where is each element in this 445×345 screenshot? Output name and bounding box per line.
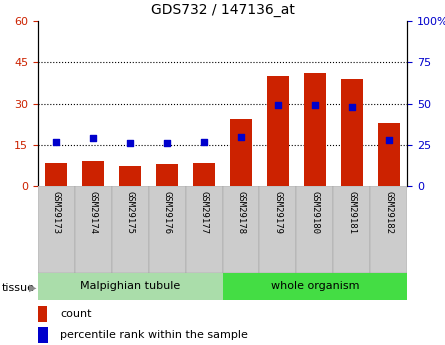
Bar	[230, 119, 252, 186]
Point	[312, 102, 319, 108]
Text: GSM29182: GSM29182	[384, 190, 393, 234]
Bar	[156, 164, 178, 186]
Text: GSM29173: GSM29173	[52, 190, 61, 234]
Bar	[45, 163, 67, 186]
Point	[164, 140, 171, 146]
Bar	[38, 306, 47, 322]
FancyBboxPatch shape	[222, 273, 407, 300]
Text: whole organism: whole organism	[271, 282, 359, 291]
FancyBboxPatch shape	[222, 186, 259, 273]
Text: count: count	[60, 309, 92, 319]
Text: GSM29176: GSM29176	[162, 190, 172, 234]
FancyBboxPatch shape	[38, 186, 75, 273]
Point	[127, 140, 134, 146]
Bar	[267, 76, 289, 186]
FancyBboxPatch shape	[38, 273, 222, 300]
FancyBboxPatch shape	[112, 186, 149, 273]
FancyBboxPatch shape	[370, 186, 407, 273]
FancyBboxPatch shape	[296, 186, 333, 273]
Text: GSM29179: GSM29179	[273, 190, 283, 234]
Text: GSM29177: GSM29177	[199, 190, 209, 234]
Text: percentile rank within the sample: percentile rank within the sample	[60, 330, 248, 340]
FancyBboxPatch shape	[186, 186, 222, 273]
Text: tissue: tissue	[2, 283, 35, 293]
FancyBboxPatch shape	[75, 186, 112, 273]
Text: GSM29180: GSM29180	[310, 190, 320, 234]
Bar	[193, 163, 215, 186]
Text: GSM29175: GSM29175	[125, 190, 135, 234]
Bar	[82, 161, 104, 186]
Text: ▶: ▶	[28, 283, 36, 293]
FancyBboxPatch shape	[149, 186, 186, 273]
FancyBboxPatch shape	[333, 186, 370, 273]
Point	[201, 139, 208, 144]
Text: GSM29181: GSM29181	[347, 190, 356, 234]
Point	[348, 104, 356, 110]
Point	[90, 136, 97, 141]
Bar	[38, 327, 48, 343]
Bar	[304, 73, 326, 186]
Text: GSM29178: GSM29178	[236, 190, 246, 234]
Point	[238, 134, 245, 139]
Text: Malpighian tubule: Malpighian tubule	[80, 282, 180, 291]
Point	[385, 137, 392, 143]
Text: GSM29174: GSM29174	[89, 190, 98, 234]
Point	[53, 139, 60, 144]
Title: GDS732 / 147136_at: GDS732 / 147136_at	[150, 3, 295, 17]
Bar	[119, 166, 141, 186]
Point	[275, 102, 282, 108]
Bar	[378, 123, 400, 186]
FancyBboxPatch shape	[259, 186, 296, 273]
Bar	[341, 79, 363, 186]
